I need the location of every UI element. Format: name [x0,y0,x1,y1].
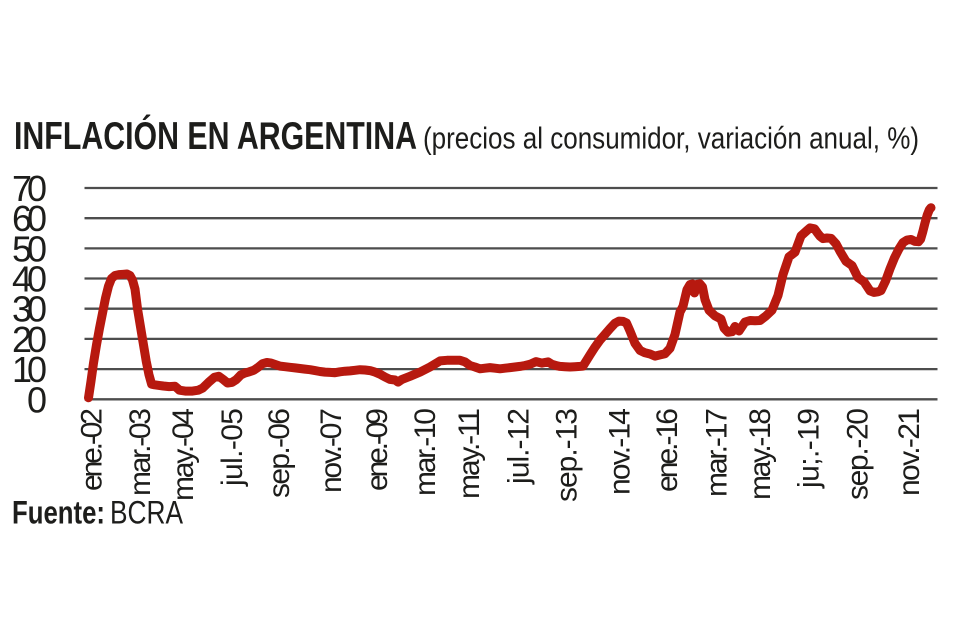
svg-text:ene.-02: ene.-02 [76,408,109,491]
svg-text:nov.-07: nov.-07 [315,408,348,493]
svg-text:30: 30 [12,289,47,330]
svg-text:may.-18: may.-18 [744,408,777,500]
svg-text:INFLACIÓN EN ARGENTINA: INFLACIÓN EN ARGENTINA [14,114,417,158]
svg-text:Fuente:: Fuente: [12,495,105,531]
svg-text:may.-04: may.-04 [167,408,200,501]
svg-text:BCRA: BCRA [110,495,184,531]
svg-text:mar.-03: mar.-03 [124,408,157,496]
svg-text:sep.-13: sep.-13 [551,408,584,502]
svg-text:mar.-10: mar.-10 [409,408,442,496]
svg-text:10: 10 [12,349,47,390]
svg-text:ene.-16: ene.-16 [651,408,684,492]
svg-text:40: 40 [12,259,47,300]
svg-text:sep.-06: sep.-06 [263,408,296,498]
svg-text:(precios al consumidor, variac: (precios al consumidor, variación anual,… [423,121,919,156]
svg-text:nov.-14: nov.-14 [604,408,637,495]
svg-text:ene.-09: ene.-09 [361,408,394,491]
svg-text:20: 20 [12,319,47,360]
svg-text:may.-11: may.-11 [453,408,486,499]
svg-text:50: 50 [12,228,47,269]
svg-text:jul.-05: jul.-05 [216,408,249,487]
svg-text:ju;.-19: ju;.-19 [793,408,826,489]
svg-text:70: 70 [12,168,47,209]
svg-text:jul.-12: jul.-12 [503,408,536,485]
svg-text:60: 60 [12,198,47,239]
svg-text:sep.-20: sep.-20 [842,408,875,500]
svg-text:mar.-17: mar.-17 [701,408,734,497]
svg-text:nov.-21: nov.-21 [893,408,926,496]
svg-text:0: 0 [27,379,47,420]
